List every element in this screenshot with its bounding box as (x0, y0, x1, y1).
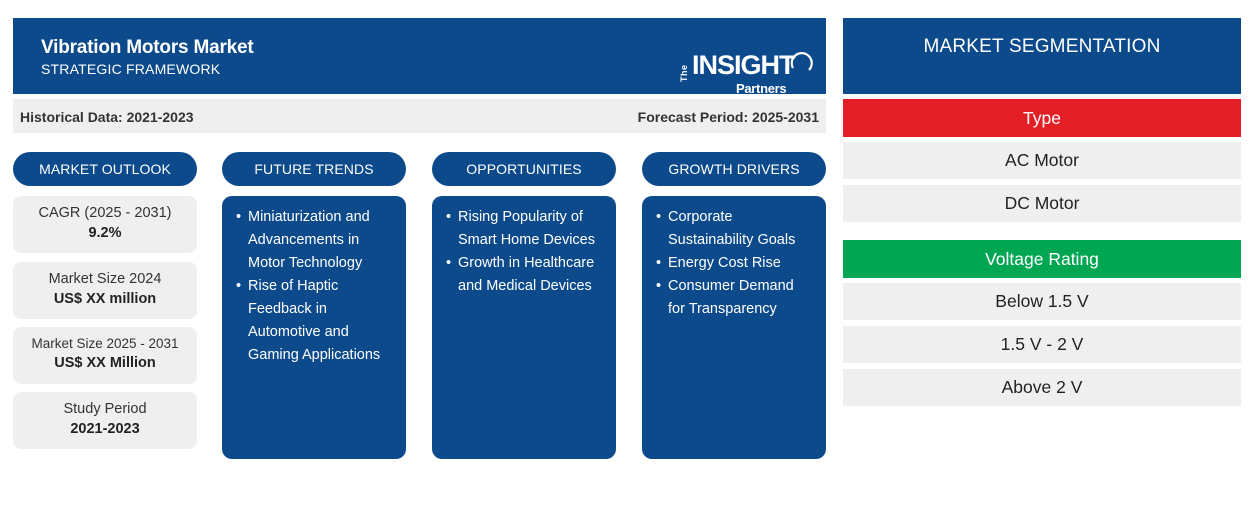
growth-drivers-heading: GROWTH DRIVERS (642, 152, 826, 186)
forecast-period-label: Forecast Period: 2025-2031 (637, 109, 819, 125)
stat-value: US$ XX million (53, 291, 157, 307)
stat-label: CAGR (2025 - 2031) (38, 205, 172, 221)
logo-swoosh-icon (790, 52, 813, 71)
segment-item-below-1-5v: Below 1.5 V (843, 283, 1241, 320)
market-segmentation-title: MARKET SEGMENTATION (843, 18, 1241, 94)
list-item: Consumer Demand for Transparency (656, 275, 816, 321)
header-banner: Vibration Motors Market STRATEGIC FRAMEW… (13, 18, 826, 96)
future-trends-heading: FUTURE TRENDS (222, 152, 406, 186)
stat-study-period: Study Period 2021-2023 (13, 392, 197, 449)
stat-label: Study Period (63, 401, 147, 417)
list-item: Rising Popularity of Smart Home Devices (446, 206, 606, 252)
stat-value: 2021-2023 (70, 421, 140, 437)
list-item: Miniaturization and Advancements in Moto… (236, 206, 396, 275)
list-item: Energy Cost Rise (656, 252, 816, 275)
segment-item-dc-motor: DC Motor (843, 185, 1241, 222)
opportunities-heading: OPPORTUNITIES (432, 152, 616, 186)
historical-data-label: Historical Data: 2021-2023 (20, 109, 194, 125)
segment-item-1-5v-2v: 1.5 V - 2 V (843, 326, 1241, 363)
list-item: Corporate Sustainability Goals (656, 206, 816, 252)
future-trends-card: Miniaturization and Advancements in Moto… (222, 196, 406, 459)
insight-partners-logo: The INSIGHT Partners (676, 48, 821, 100)
stat-label: Market Size 2025 - 2031 (31, 336, 179, 351)
page-title: Vibration Motors Market (41, 37, 254, 58)
logo-partners: Partners (736, 81, 787, 96)
stat-label: Market Size 2024 (48, 271, 162, 287)
stat-cagr: CAGR (2025 - 2031) 9.2% (13, 196, 197, 253)
logo-the: The (679, 64, 689, 82)
segment-item-above-2v: Above 2 V (843, 369, 1241, 406)
growth-drivers-card: Corporate Sustainability Goals Energy Co… (642, 196, 826, 459)
segment-heading-type: Type (843, 99, 1241, 137)
stat-market-size-forecast: Market Size 2025 - 2031 US$ XX Million (13, 327, 197, 384)
list-item: Growth in Healthcare and Medical Devices (446, 252, 606, 298)
opportunities-card: Rising Popularity of Smart Home Devices … (432, 196, 616, 459)
stat-value: 9.2% (88, 225, 122, 241)
logo-insight: INSIGHT (692, 50, 796, 80)
segment-heading-voltage-rating: Voltage Rating (843, 240, 1241, 278)
segment-item-ac-motor: AC Motor (843, 142, 1241, 179)
period-bar: Historical Data: 2021-2023 Forecast Peri… (13, 99, 826, 133)
page-subtitle: STRATEGIC FRAMEWORK (41, 61, 221, 77)
stat-market-size-2024: Market Size 2024 US$ XX million (13, 262, 197, 319)
stat-value: US$ XX Million (54, 355, 156, 371)
list-item: Rise of Haptic Feedback in Automotive an… (236, 275, 396, 367)
market-outlook-heading: MARKET OUTLOOK (13, 152, 197, 186)
